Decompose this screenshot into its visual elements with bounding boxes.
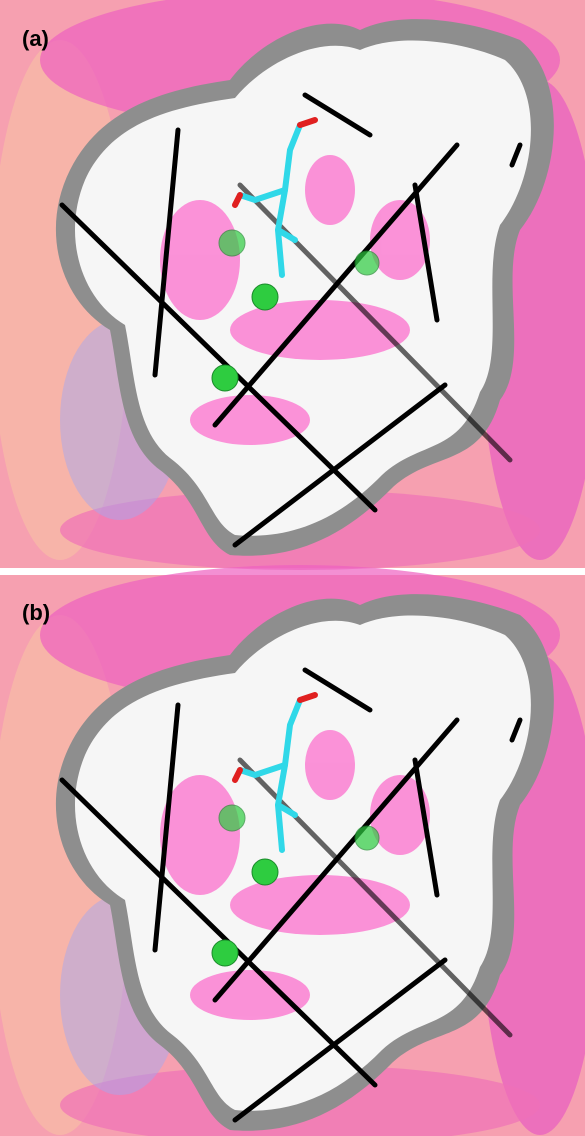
panel-label: (b) <box>22 600 50 625</box>
figure: (a) (b) <box>0 0 585 1136</box>
panel-label: (a) <box>22 26 49 51</box>
panel-a <box>0 0 585 570</box>
panel-b <box>0 565 585 1136</box>
page: (a) (b) (() => { const data = JSON.parse… <box>0 0 585 1136</box>
